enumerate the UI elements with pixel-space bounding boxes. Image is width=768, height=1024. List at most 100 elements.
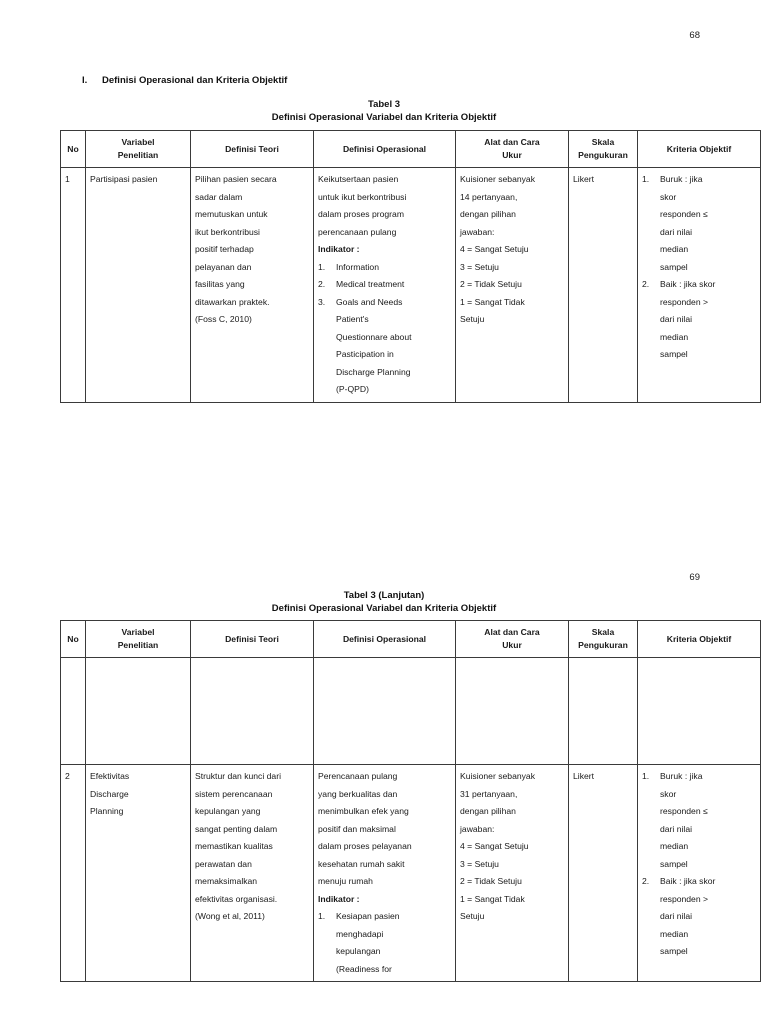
text-line: 3 = Setuju: [460, 261, 499, 272]
list-marker: 1.: [642, 174, 650, 184]
cell-skala-pengukuran: Likert: [568, 764, 638, 982]
table-caption-1: Tabel 3 Definisi Operasional Variabel da…: [0, 99, 768, 124]
text-line: Efektivitas: [90, 771, 130, 781]
text-line: 31 pertanyaan,: [460, 788, 518, 799]
text-line: median: [660, 331, 689, 342]
text-line: dalam proses pelayanan: [318, 841, 412, 851]
table-row: 1 Partisipasi pasien Pilihan pasien seca…: [60, 167, 761, 403]
text-line: menuju rumah: [318, 876, 373, 886]
header-definisi-operasional: Definisi Operasional: [313, 130, 456, 168]
text-line: median: [660, 244, 689, 254]
text-line: Kuisioner sebanyak: [460, 174, 536, 184]
text-line: sistem perencanaan: [195, 788, 273, 799]
header-definisi-teori: Definisi Teori: [190, 620, 314, 658]
kriteria-list: 1. Buruk : jika skor responden ≤ dari nilai m…: [642, 768, 756, 961]
indikator-list: 1. Information 2. Medical treatment 3. Goals …: [318, 259, 451, 399]
header-kriteria-objektif: Kriteria Objektif: [637, 130, 761, 168]
list-marker: 1.: [642, 771, 650, 781]
page-number: 69: [689, 572, 700, 583]
section-heading: I. Definisi Operasional dan Kriteria Obje…: [82, 75, 287, 86]
header-alat-line2: Ukur: [502, 640, 522, 650]
header-definisi-operasional: Definisi Operasional: [313, 620, 456, 658]
list-item-text: Goals and Needs Patient's Questionnare abo…: [336, 294, 451, 399]
header-skala-line2: Pengukuran: [578, 150, 628, 160]
text-line: 1 = Sangat Tidak: [460, 893, 525, 904]
text-line: fasilitas yang: [195, 279, 245, 289]
text-line: sangat penting dalam: [195, 823, 278, 834]
list-item-text: Kesiapan pasien menghadapi kepulangan (Read…: [336, 908, 451, 978]
text-line: responden ≤: [660, 806, 708, 816]
text-line: dalam proses program: [318, 209, 404, 219]
text-line: Baik : jika skor: [660, 876, 716, 886]
text-line: Keikutsertaan pasien: [318, 174, 399, 184]
text-line: kepulangan: [336, 946, 381, 956]
cell-definisi-operasional: [313, 657, 456, 765]
list-item-text: Information: [336, 259, 451, 277]
section-title: Definisi Operasional dan Kriteria Objekt…: [102, 75, 288, 86]
text-line: untuk ikut berkontribusi: [318, 191, 407, 202]
text-line: Struktur dan kunci dari: [195, 771, 281, 781]
header-alat-line1: Alat dan Cara: [484, 627, 540, 637]
list-marker: 2.: [642, 279, 650, 289]
list-marker: 3.: [318, 296, 326, 307]
text-line: dari nilai: [660, 314, 693, 324]
text-line: kesehatan rumah sakit: [318, 858, 405, 869]
text-line: 2 = Tidak Setuju: [460, 279, 522, 289]
page-number: 68: [689, 30, 700, 41]
text-line: memaksimalkan: [195, 876, 258, 886]
table-header-row: No Variabel Penelitian Definisi Teori De…: [60, 620, 761, 658]
text-line: median: [660, 841, 689, 851]
definisi-operasional-table-2: No Variabel Penelitian Definisi Teori De…: [60, 620, 761, 982]
text-line: dari nilai: [660, 226, 693, 237]
text-line: (Wong et al, 2011): [195, 911, 265, 921]
text-line: menghadapi: [336, 928, 384, 939]
text-line: pelayanan dan: [195, 261, 252, 272]
header-skala-line1: Skala: [591, 137, 615, 147]
list-marker: 2.: [642, 876, 650, 886]
header-skala-line2: Pengukuran: [578, 640, 628, 650]
text-line: Perencanaan pulang: [318, 771, 398, 781]
operasional-paragraph: Keikutsertaan pasien untuk ikut berkontri…: [318, 171, 451, 241]
header-alat-line2: Ukur: [502, 150, 522, 160]
text-line: skor: [660, 191, 677, 202]
list-item-text: Medical treatment: [336, 276, 451, 294]
list-item-text: Baik : jika skor responden > dari nilai med…: [660, 873, 756, 961]
header-no: No: [60, 130, 86, 168]
text-line: dengan pilihan: [460, 209, 516, 219]
text-line: Planning: [90, 806, 124, 816]
cell-no: [60, 657, 86, 765]
text-line: jawaban:: [460, 823, 495, 834]
text-line: (Readiness for: [336, 963, 392, 974]
text-line: memutuskan untuk: [195, 209, 268, 219]
text-line: median: [660, 928, 689, 939]
list-marker: 1.: [318, 261, 326, 272]
text-line: Kesiapan pasien: [336, 911, 400, 921]
cell-no: 2: [60, 764, 86, 982]
header-variabel-penelitian: Variabel Penelitian: [85, 620, 191, 658]
cell-kriteria-objektif: [637, 657, 761, 765]
list-item-text: Baik : jika skor responden > dari nilai med…: [660, 276, 756, 364]
cell-definisi-teori: [190, 657, 314, 765]
text-line: Baik : jika skor: [660, 279, 716, 289]
header-variabel-line2: Penelitian: [117, 640, 159, 650]
section-number: I.: [82, 75, 88, 86]
text-line: ikut berkontribusi: [195, 226, 260, 237]
cell-definisi-operasional: Keikutsertaan pasien untuk ikut berkontri…: [313, 167, 456, 403]
indikator-label: Indikator :: [318, 893, 360, 904]
table-caption-line2: Definisi Operasional Variabel dan Kriter…: [271, 111, 497, 123]
list-item: 1. Kesiapan pasien menghadapi kepulangan (Re…: [318, 908, 451, 978]
header-no: No: [60, 620, 86, 658]
header-variabel-line1: Variabel: [121, 627, 155, 637]
indikator-list: 1. Kesiapan pasien menghadapi kepulangan (Re…: [318, 908, 451, 978]
text-line: Pilihan pasien secara: [195, 174, 277, 184]
text-line: Pasticipation in: [336, 349, 394, 359]
text-line: Discharge Planning: [336, 366, 411, 377]
table-caption-line1: Tabel 3 (Lanjutan): [343, 590, 425, 601]
list-item-text: Buruk : jika skor responden ≤ dari nilai med…: [660, 768, 756, 873]
cell-variabel: [85, 657, 191, 765]
list-item: 2. Baik : jika skor responden > dari nilai m…: [642, 873, 756, 961]
text-line: positif terhadap: [195, 244, 254, 254]
text-line: efektivitas organisasi.: [195, 893, 278, 904]
cell-variabel: Partisipasi pasien: [85, 167, 191, 403]
header-kriteria-objektif: Kriteria Objektif: [637, 620, 761, 658]
